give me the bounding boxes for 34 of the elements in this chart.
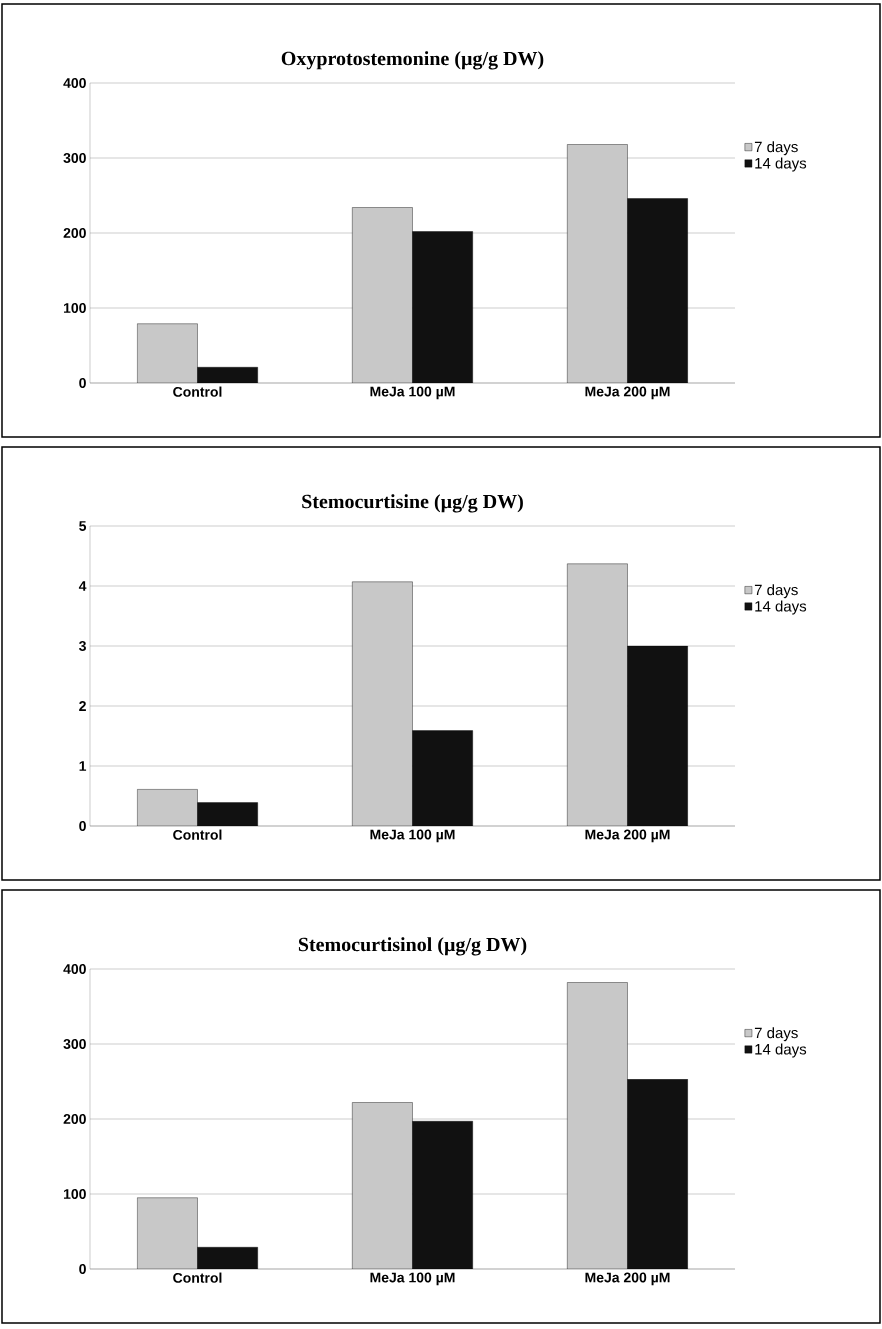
y-tick-label: 0: [79, 1264, 86, 1274]
y-tick-label: 300: [63, 153, 86, 163]
x-tick-label: MeJa 200 µM: [585, 829, 670, 843]
y-tick-label: 1: [79, 761, 87, 771]
y-tick-label: 4: [78, 581, 87, 591]
y-tick-label: 400: [63, 964, 86, 974]
x-tick-label: Control: [173, 386, 222, 397]
chart-title: Stemocurtisine (µg/g DW): [302, 494, 523, 513]
y-tick-label: 400: [63, 78, 86, 88]
x-tick-label: MeJa 200 µM: [585, 1272, 670, 1286]
x-tick-label: Control: [173, 829, 222, 840]
legend-label: 7 days: [754, 1027, 798, 1042]
y-tick-label: 200: [63, 228, 86, 238]
x-tick-label: MeJa 100 µM: [370, 829, 455, 843]
x-tick-label: MeJa 200 µM: [585, 386, 670, 400]
y-tick-label: 2: [79, 701, 86, 711]
legend-label: 14 days: [755, 157, 807, 172]
legend-label: 7 days: [754, 141, 798, 156]
x-tick-label: MeJa 100 µM: [370, 1272, 455, 1286]
x-tick-label: MeJa 100 µM: [370, 386, 455, 400]
legend-label: 14 days: [755, 1043, 807, 1058]
y-tick-label: 100: [63, 1189, 86, 1199]
y-tick-label: 300: [63, 1039, 86, 1049]
x-tick-label: Control: [173, 1272, 222, 1283]
y-tick-label: 5: [79, 521, 87, 531]
chart-title: Oxyprotostemonine (µg/g DW): [281, 51, 544, 70]
y-tick-label: 200: [63, 1114, 86, 1124]
chart-title: Stemocurtisinol (µg/g DW): [298, 937, 527, 956]
legend-label: 7 days: [754, 584, 798, 599]
y-tick-label: 3: [78, 641, 86, 651]
y-tick-label: 0: [79, 378, 86, 388]
y-tick-label: 100: [63, 303, 86, 313]
legend-label: 14 days: [755, 600, 807, 615]
y-tick-label: 0: [79, 821, 86, 831]
